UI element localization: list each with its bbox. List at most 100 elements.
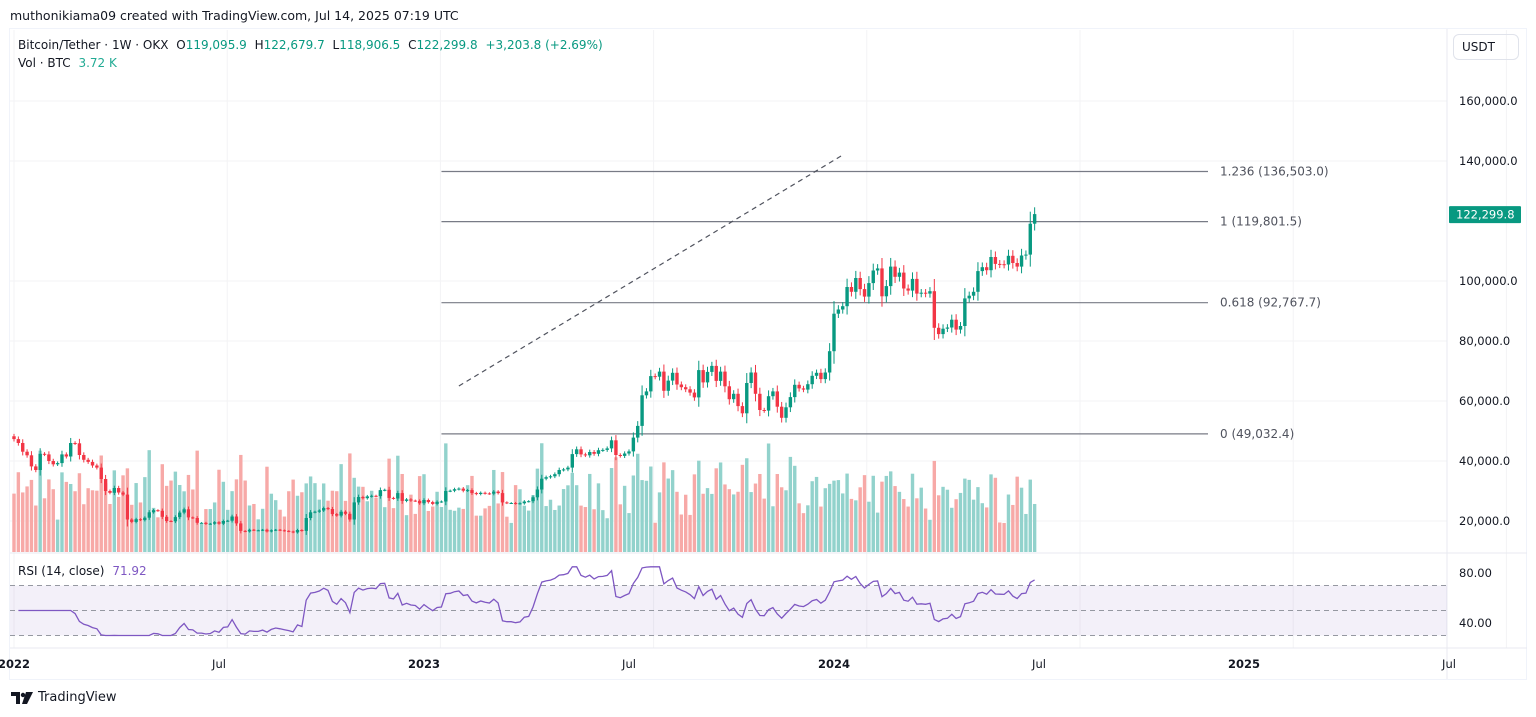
volume-bar (640, 480, 644, 552)
candle-body (42, 453, 47, 455)
volume-bar (143, 477, 147, 552)
candle-body (574, 449, 579, 455)
volume-bar (910, 473, 915, 552)
candle-body (941, 328, 945, 335)
low-value: 118,906.5 (339, 38, 401, 52)
volume-bar (90, 490, 95, 552)
volume-bar (967, 479, 971, 552)
volume-bar (169, 480, 173, 552)
volume-bar (849, 498, 854, 552)
candle-body (614, 440, 618, 455)
volume-bar (1006, 494, 1011, 552)
volume-bar (862, 475, 867, 552)
volume-bar (989, 474, 993, 552)
candle-body (143, 517, 147, 521)
volume-bar (99, 455, 103, 552)
tradingview-logo-icon (11, 691, 33, 704)
candle-body (841, 306, 845, 310)
chart-frame (9, 28, 1527, 680)
volume-bar (823, 488, 827, 552)
volume-bar (374, 497, 378, 552)
candle-body (875, 268, 880, 271)
candle-body (640, 395, 644, 426)
volume-bar (605, 518, 609, 552)
candle-body (801, 388, 806, 390)
volume-bar (55, 519, 60, 552)
candle-body (12, 436, 16, 440)
candle-body (90, 461, 95, 466)
symbol-name[interactable]: Bitcoin/Tether · 1W · OKX (18, 38, 169, 52)
volume-bar (16, 472, 21, 552)
candle-body (954, 319, 958, 330)
candle-body (540, 478, 544, 490)
volume-bar (317, 499, 322, 552)
candle-body (675, 372, 679, 385)
candle-body (300, 530, 304, 531)
candle-body (55, 463, 60, 465)
tradingview-logo[interactable]: TradingView (11, 690, 117, 705)
currency-button[interactable]: USDT (1453, 34, 1519, 60)
candle-body (1011, 255, 1015, 263)
volume-legend[interactable]: Vol · BTC 3.72 K (18, 56, 117, 70)
candle-body (806, 384, 810, 390)
candle-body (291, 531, 295, 533)
candle-body (47, 454, 51, 461)
volume-bar (932, 460, 937, 552)
volume-bar (923, 508, 928, 552)
candle-body (513, 503, 518, 504)
volume-bar (710, 493, 714, 552)
candle-body (138, 519, 143, 521)
candle-body (858, 278, 862, 290)
volume-bar (365, 501, 369, 552)
candle-body (417, 500, 422, 504)
candle-body (945, 327, 950, 329)
low-label: L (332, 38, 340, 52)
candle-body (984, 267, 989, 271)
candle-body (326, 508, 330, 510)
rsi-line (18, 566, 1035, 637)
candle-body (256, 530, 260, 532)
volume-bar (984, 507, 989, 552)
rsi-legend[interactable]: RSI (14, close) 71.92 (18, 564, 147, 578)
volume-bar (574, 485, 579, 552)
volume-bar (383, 507, 387, 552)
candle-body (845, 287, 849, 307)
candle-body (108, 491, 112, 493)
chart-caption: muthonikiama09 created with TradingView.… (10, 8, 459, 23)
candle-body (893, 266, 897, 277)
candle-body (644, 391, 649, 396)
volume-bar (806, 505, 810, 552)
candle-body (601, 449, 605, 451)
time-axis-label: 2024 (818, 657, 850, 671)
volume-bar (592, 509, 596, 552)
change-value: +3,203.8 (+2.69%) (485, 38, 603, 52)
candle-body (479, 492, 483, 494)
candle-body (339, 511, 343, 516)
candle-body (566, 467, 570, 470)
candle-body (474, 493, 479, 495)
volume-bar (928, 519, 932, 552)
symbol-legend[interactable]: Bitcoin/Tether · 1W · OKX O119,095.9 H12… (18, 38, 603, 52)
candle-body (932, 291, 937, 328)
volume-bar (875, 512, 880, 552)
volume-bar (243, 480, 247, 552)
candle-body (461, 488, 465, 491)
volume-bar (221, 481, 226, 552)
volume-bar (906, 506, 910, 552)
candle-body (21, 443, 25, 452)
volume-bar (69, 483, 73, 552)
volume-bar (871, 475, 875, 552)
candle-body (535, 489, 540, 498)
volume-bar (583, 507, 588, 552)
candle-body (526, 501, 531, 503)
volume-bar (387, 458, 391, 552)
candle-body (697, 370, 701, 398)
candle-body (718, 371, 723, 381)
candle-body (823, 372, 827, 380)
candle-body (82, 455, 86, 460)
candle-body (784, 407, 788, 418)
candle-body (130, 519, 134, 522)
candle-body (993, 257, 998, 264)
volume-bar (173, 471, 178, 552)
